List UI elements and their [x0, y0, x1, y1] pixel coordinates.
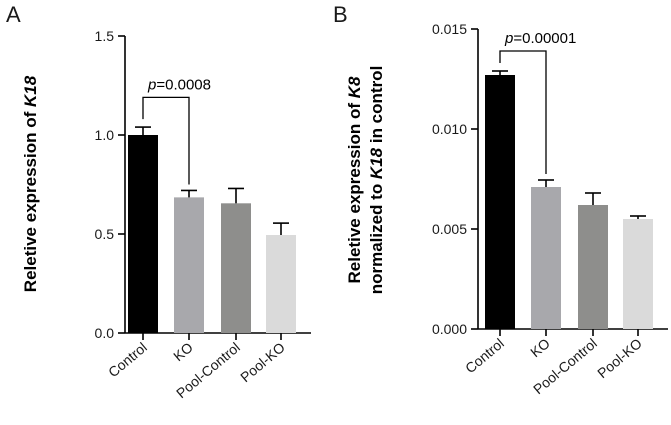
panel-b-xtick-label-control: Control — [462, 335, 507, 376]
panel-b-ytick-label: 0.000 — [432, 321, 467, 337]
panel-b-significance-bracket — [499, 50, 547, 174]
panel-b-xtick-label-ko: KO — [527, 335, 553, 360]
panel-a-xtick-label-control: Control — [105, 339, 150, 380]
panel-b-p-value: p=0.00001 — [504, 30, 576, 47]
panel-a-p-value: p=0.0008 — [147, 76, 211, 93]
panel-a-bar-control — [128, 135, 158, 333]
panel-b-y-axis-label-line1: Reletive expression of K8 — [345, 76, 364, 283]
panel-b-ytick-label: 0.015 — [432, 21, 467, 37]
panel-a-ytick-label: 1.0 — [95, 127, 115, 143]
panel-a-xtick-label-ko: KO — [170, 339, 196, 364]
panel-a-bar-ko — [174, 197, 204, 333]
panel-a-bar-pool-ko — [266, 234, 296, 333]
panel-a-y-axis-label: Reletive expression of K18 — [21, 75, 40, 292]
panel-a-ytick-label: 0.0 — [95, 325, 115, 341]
panel-b-ytick-label: 0.010 — [432, 121, 467, 137]
panel-b-bar-control — [485, 75, 515, 329]
panel-b-bar-pool-ko — [623, 219, 653, 329]
panel-letter-b: B — [333, 2, 348, 27]
panel-a-xtick-label-pool-ko: Pool-KO — [237, 339, 288, 385]
panel-b-bar-pool-control — [578, 205, 608, 329]
panel-a-bar-pool-control — [221, 203, 251, 333]
panel-a-ytick-label: 1.5 — [95, 28, 115, 44]
panel-b-ytick-label: 0.005 — [432, 221, 467, 237]
panel-b-xtick-label-pool-ko: Pool-KO — [594, 335, 645, 381]
panel-b-bar-ko — [531, 187, 561, 329]
panel-a-significance-bracket — [142, 96, 190, 185]
panel-a-ytick-label: 0.5 — [95, 226, 115, 242]
panel-letter-a: A — [6, 2, 21, 27]
panel-b-y-axis-label-line2: normalized to K18 in control — [367, 66, 386, 295]
